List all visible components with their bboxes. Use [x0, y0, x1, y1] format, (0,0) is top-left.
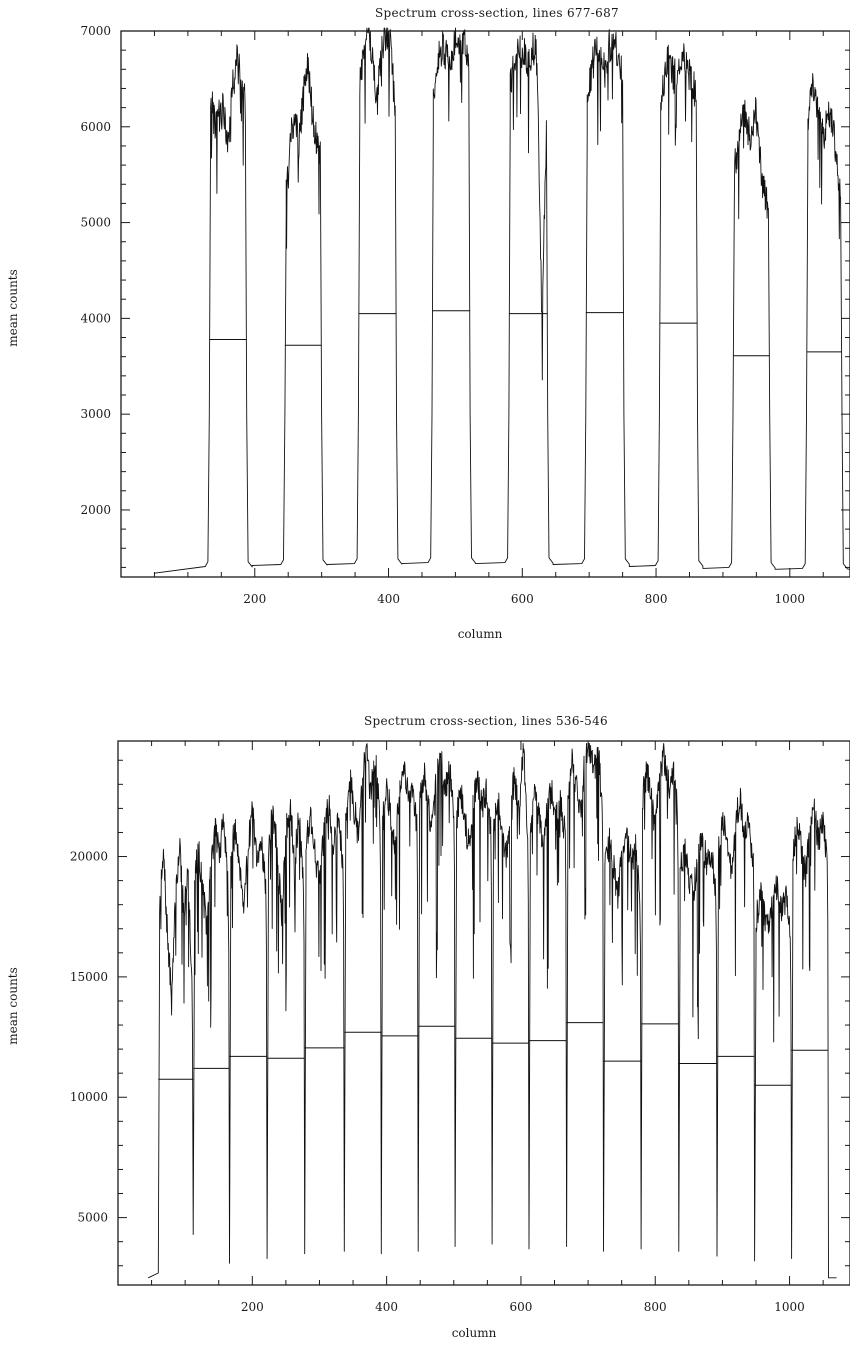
spectrum-flux-line	[154, 27, 850, 574]
top-axis-ticks: 200 400 600 800 1000 2000 3000 4000 5000 6000 7000	[80, 24, 850, 606]
y-tick-label: 15000	[70, 970, 108, 984]
top-spectrum-chart: Spectrum cross-section, lines 677-687 co…	[6, 6, 850, 641]
y-tick-label: 5000	[80, 216, 111, 230]
spectrum-flux-line	[148, 742, 837, 1279]
top-y-axis-label: mean counts	[6, 269, 20, 347]
x-tick-label: 400	[375, 1300, 398, 1314]
top-plot-frame	[120, 30, 850, 578]
y-tick-label: 20000	[70, 850, 108, 864]
x-tick-label: 1000	[774, 1300, 805, 1314]
top-x-axis-label: column	[458, 627, 503, 641]
bottom-spectrum-chart: Spectrum cross-section, lines 536-546 co…	[6, 714, 850, 1340]
x-tick-label: 1000	[775, 592, 806, 606]
y-tick-label: 7000	[80, 24, 111, 38]
y-tick-label: 4000	[80, 311, 111, 325]
y-tick-label: 2000	[80, 503, 111, 517]
y-tick-label: 5000	[77, 1211, 108, 1225]
x-tick-label: 200	[241, 1300, 264, 1314]
bottom-spectrum-panel: Spectrum cross-section, lines 536-546 co…	[0, 700, 850, 1349]
bottom-axis-ticks: 200 400 600 800 1000 5000 10000 15000 20000	[70, 741, 850, 1314]
x-tick-label: 800	[644, 1300, 667, 1314]
x-tick-label: 600	[511, 592, 534, 606]
bottom-chart-title: Spectrum cross-section, lines 536-546	[364, 714, 608, 728]
top-chart-title: Spectrum cross-section, lines 677-687	[375, 6, 619, 20]
x-tick-label: 600	[509, 1300, 532, 1314]
x-tick-label: 200	[243, 592, 266, 606]
top-spectrum-panel: Spectrum cross-section, lines 677-687 co…	[0, 0, 850, 650]
x-tick-label: 400	[377, 592, 400, 606]
y-tick-label: 6000	[80, 120, 111, 134]
bottom-plot-frame	[117, 740, 850, 1286]
bottom-spectrum-series	[148, 742, 837, 1279]
top-spectrum-series	[154, 27, 850, 574]
x-tick-label: 800	[645, 592, 668, 606]
y-tick-label: 3000	[80, 407, 111, 421]
bottom-x-axis-label: column	[452, 1326, 497, 1340]
bottom-y-axis-label: mean counts	[6, 967, 20, 1045]
y-tick-label: 10000	[70, 1090, 108, 1104]
